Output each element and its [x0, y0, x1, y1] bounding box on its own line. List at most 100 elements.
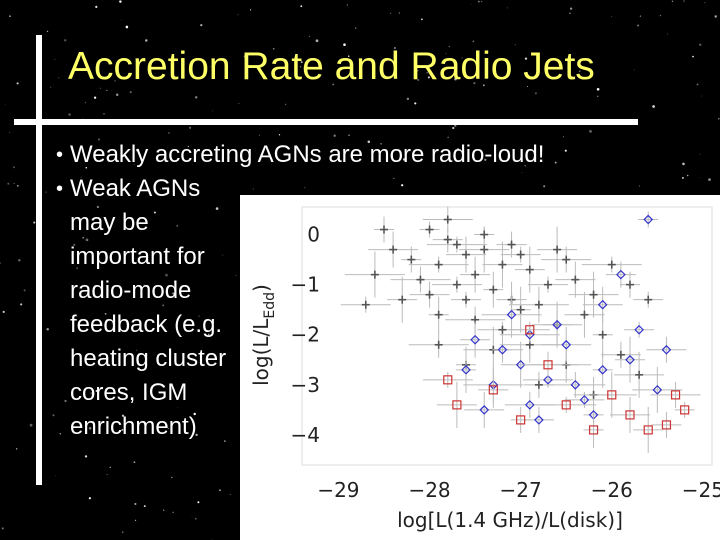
star	[182, 255, 184, 257]
star	[406, 97, 410, 101]
star	[252, 188, 254, 190]
y-tick-label: −4	[291, 423, 320, 447]
star	[218, 489, 221, 492]
data-point	[532, 301, 583, 348]
x-tick-label: −29	[317, 478, 359, 502]
star	[96, 205, 100, 209]
data-point	[586, 371, 637, 418]
star	[699, 153, 701, 155]
star	[699, 177, 701, 178]
star	[50, 86, 52, 88]
star	[300, 66, 302, 68]
star	[481, 1, 483, 3]
data-point	[408, 331, 469, 358]
star	[121, 19, 122, 21]
star	[659, 14, 662, 17]
data-point	[568, 271, 619, 318]
star	[106, 89, 108, 91]
star	[111, 322, 113, 324]
data-point	[409, 281, 450, 308]
star	[46, 328, 49, 331]
star	[506, 7, 508, 9]
data-point	[496, 231, 527, 258]
data-point	[483, 271, 504, 308]
star	[80, 176, 82, 178]
star	[359, 70, 362, 74]
star	[52, 414, 55, 417]
plot-frame	[301, 206, 713, 466]
star	[272, 47, 275, 50]
star	[346, 4, 348, 6]
star	[119, 0, 122, 3]
data-point	[481, 291, 542, 338]
star	[176, 225, 178, 227]
star	[194, 96, 198, 99]
star	[104, 313, 107, 315]
star	[211, 538, 213, 540]
star	[633, 69, 635, 71]
star	[95, 5, 98, 9]
star	[286, 153, 287, 154]
star	[224, 440, 226, 442]
data-point	[545, 371, 606, 398]
star	[417, 79, 420, 81]
star	[447, 136, 449, 139]
data-point	[390, 266, 451, 293]
star	[29, 423, 33, 427]
data-point	[436, 381, 477, 428]
star	[165, 273, 168, 277]
data-point	[620, 271, 640, 298]
star	[73, 243, 76, 247]
star	[401, 184, 404, 187]
star	[398, 12, 400, 14]
star	[20, 303, 23, 306]
star	[454, 124, 457, 127]
data-point	[482, 241, 523, 288]
star	[145, 39, 148, 42]
data-point	[428, 296, 449, 333]
data-point	[344, 251, 405, 298]
data-point	[426, 236, 487, 253]
data-point	[651, 411, 682, 438]
x-tick-label: −26	[591, 478, 633, 502]
y-tick-label: −1	[291, 273, 320, 297]
x-tick-label: −27	[500, 478, 542, 502]
star	[168, 132, 170, 134]
star	[457, 148, 459, 150]
star	[390, 12, 392, 14]
star	[64, 399, 67, 403]
data-point	[624, 321, 655, 338]
bullet-text: Weakly accreting AGNs are more radio-lou…	[70, 141, 545, 168]
star	[681, 176, 684, 179]
star	[300, 5, 303, 8]
star	[85, 238, 89, 242]
star	[133, 163, 135, 165]
star	[421, 18, 423, 21]
star	[250, 9, 252, 11]
star	[300, 61, 303, 64]
data-point	[581, 256, 642, 273]
star	[197, 501, 200, 504]
data-point	[510, 286, 531, 333]
star	[45, 191, 47, 193]
star	[718, 118, 720, 120]
star	[191, 516, 193, 517]
star	[76, 267, 78, 269]
data-point	[632, 366, 683, 413]
star	[115, 93, 119, 97]
star	[284, 103, 287, 106]
star	[16, 448, 18, 450]
star	[195, 517, 197, 520]
star	[7, 182, 10, 185]
star	[355, 27, 357, 29]
star	[527, 86, 529, 87]
star	[278, 134, 281, 136]
y-axis-label: log(L/LEdd)	[249, 284, 278, 386]
star	[198, 315, 200, 317]
star	[454, 77, 457, 81]
star	[173, 280, 176, 283]
star	[367, 140, 371, 144]
star	[473, 82, 476, 85]
star	[210, 66, 212, 68]
star	[482, 84, 485, 87]
